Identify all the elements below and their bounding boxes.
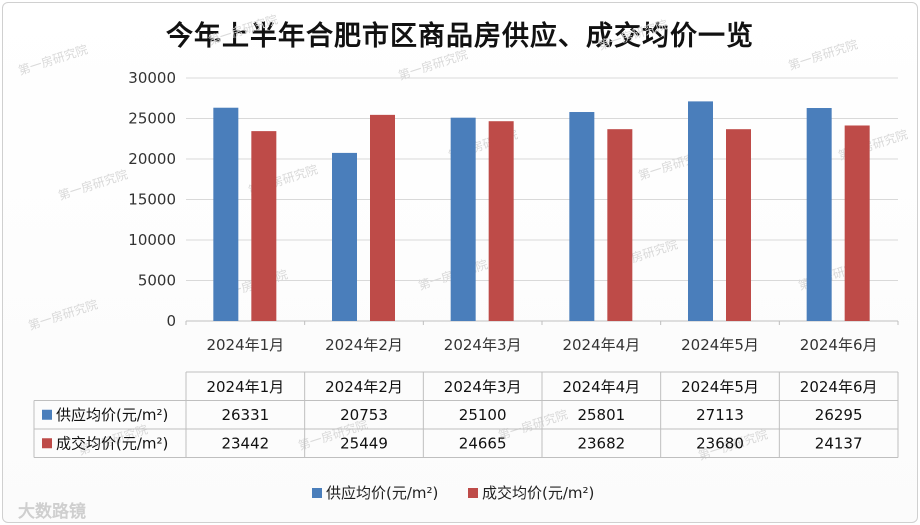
legend: 供应均价(元/m²) 成交均价(元/m²)	[312, 484, 594, 502]
chart-title: 今年上半年合肥市区商品房供应、成交均价一览	[166, 21, 754, 52]
bar-supply-3	[450, 117, 476, 321]
table-header-1: 2024年1月	[206, 378, 284, 396]
table-value-1-2: 20753	[340, 406, 388, 424]
watermark-17: 第一房研究院	[496, 406, 569, 443]
bar-deal-3	[488, 121, 514, 321]
bar-series	[213, 101, 870, 322]
table-value-2-4: 23682	[577, 434, 625, 452]
y-gridlines	[185, 77, 899, 325]
table-header-4: 2024年4月	[562, 378, 640, 396]
table-series-label-2: 成交均价(元/m²)	[56, 434, 168, 452]
bar-supply-2	[332, 152, 357, 321]
y-tick-labels: 0 5000 10000 15000 20000 25000 30000	[128, 69, 176, 330]
watermark-10: 第一房研究院	[26, 296, 99, 333]
table-key-2	[42, 438, 52, 449]
x-tick-label-2: 2024年2月	[325, 336, 403, 354]
table-value-2-6: 24137	[815, 434, 863, 452]
table-value-2-5: 23680	[696, 434, 744, 452]
table-value-1-5: 27113	[696, 406, 744, 424]
x-tick-label-3: 2024年3月	[444, 336, 522, 354]
watermark-5: 第一房研究院	[56, 166, 129, 203]
watermark-3: 第一房研究院	[596, 16, 669, 53]
y-tick-30000: 30000	[128, 69, 176, 87]
bar-supply-1	[213, 107, 239, 321]
bar-supply-4	[569, 112, 595, 321]
y-tick-20000: 20000	[128, 150, 176, 168]
table-key-1	[42, 409, 52, 420]
watermark-0: 第一房研究院	[16, 41, 89, 78]
table-header-2: 2024年2月	[325, 378, 403, 396]
legend-swatch-2	[468, 488, 478, 498]
table-header-5: 2024年5月	[681, 378, 759, 396]
table-header-3: 2024年3月	[444, 378, 522, 396]
table-series-label-1: 供应均价(元/m²)	[56, 406, 168, 424]
x-tick-labels: 2024年1月 2024年2月 2024年3月 2024年4月 2024年5月 2024年…	[206, 336, 877, 354]
table-value-2-1: 23442	[221, 434, 269, 452]
legend-label-2: 成交均价(元/m²)	[482, 484, 594, 502]
table-value-2-3: 24665	[459, 434, 507, 452]
watermark-1: 第一房研究院	[206, 11, 279, 48]
legend-swatch-1	[312, 488, 322, 498]
y-tick-15000: 15000	[128, 191, 176, 209]
y-tick-0: 0	[166, 312, 176, 330]
bar-supply-6	[806, 108, 832, 321]
table-value-1-6: 26295	[815, 406, 863, 424]
watermark-2: 第一房研究院	[396, 46, 469, 83]
bar-deal-6	[844, 125, 870, 322]
bar-deal-1	[251, 131, 277, 321]
table-value-1-1: 26331	[221, 406, 269, 424]
bar-deal-2	[370, 114, 395, 321]
y-tick-25000: 25000	[128, 110, 176, 128]
watermark-4: 第一房研究院	[786, 36, 859, 73]
bar-deal-5	[726, 129, 751, 321]
y-tick-5000: 5000	[138, 272, 176, 290]
footer-brand: 大数路镜	[18, 502, 86, 522]
table-value-2-2: 25449	[340, 434, 388, 452]
x-tick-label-5: 2024年5月	[681, 336, 759, 354]
bar-supply-5	[688, 101, 713, 321]
x-tick-label-4: 2024年4月	[562, 336, 640, 354]
y-tick-10000: 10000	[128, 231, 176, 249]
table-value-1-4: 25801	[577, 406, 625, 424]
data-table: 2024年1月 2024年2月 2024年3月 2024年4月 2024年5月 2024年…	[33, 371, 899, 458]
legend-label-1: 供应均价(元/m²)	[326, 484, 438, 502]
x-tick-label-6: 2024年6月	[800, 336, 878, 354]
bar-deal-4	[607, 129, 633, 321]
x-tick-label-1: 2024年1月	[206, 336, 284, 354]
table-header-6: 2024年6月	[800, 378, 878, 396]
table-value-1-3: 25100	[459, 406, 507, 424]
